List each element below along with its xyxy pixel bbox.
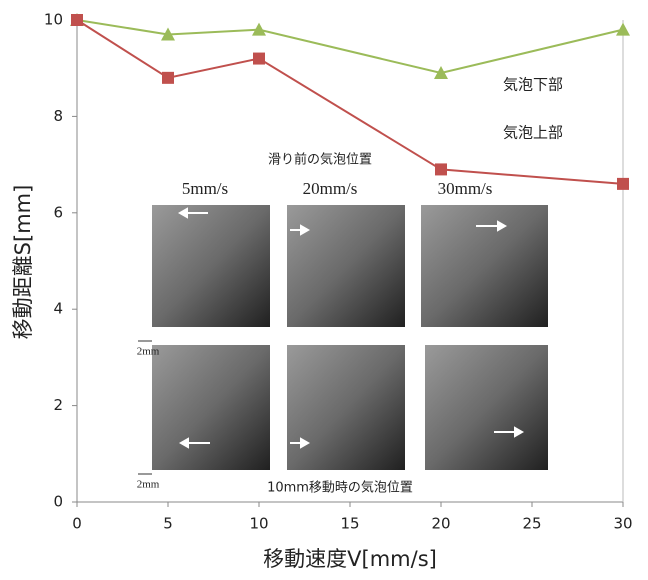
annotation: 30mm/s (438, 179, 493, 198)
chart: 滑り前の気泡位置 5mm/s 20mm/s 30mm/s 10mm移動時の気泡位… (0, 0, 648, 576)
x-tick-label: 5 (163, 515, 173, 533)
y-tick-label: 4 (53, 300, 63, 318)
point (617, 178, 629, 190)
annotation: 2mm (137, 346, 160, 358)
annotation: 10mm移動時の気泡位置 (267, 480, 413, 496)
y-axis-title: 移動距離S[mm] (11, 185, 35, 340)
x-tick-label: 15 (340, 515, 359, 533)
annotation: 20mm/s (303, 179, 358, 198)
point (435, 163, 447, 175)
series-line (77, 20, 623, 73)
legend-label: 気泡上部 (503, 124, 563, 142)
point (162, 72, 174, 84)
x-tick-label: 25 (522, 515, 541, 533)
y-tick-label: 6 (53, 203, 63, 221)
x-tick-label: 0 (72, 515, 82, 533)
x-tick-label: 10 (249, 515, 268, 533)
annotation: 2mm (137, 479, 160, 491)
point (253, 53, 265, 65)
y-tick-label: 10 (44, 11, 63, 29)
inset-photos (138, 205, 548, 474)
annotation: 5mm/s (182, 179, 228, 198)
x-tick-label: 20 (431, 515, 450, 533)
annotation: 滑り前の気泡位置 (268, 152, 372, 168)
y-tick-label: 8 (53, 107, 63, 125)
point (71, 14, 83, 26)
x-tick-label: 30 (613, 515, 632, 533)
y-tick-label: 2 (53, 396, 63, 414)
page: 滑り前の気泡位置 5mm/s 20mm/s 30mm/s 10mm移動時の気泡位… (0, 0, 648, 580)
x-axis-title: 移動速度V[mm/s] (263, 547, 437, 571)
point (616, 23, 630, 36)
y-tick-label: 0 (53, 493, 63, 511)
legend-label: 気泡下部 (503, 76, 563, 94)
